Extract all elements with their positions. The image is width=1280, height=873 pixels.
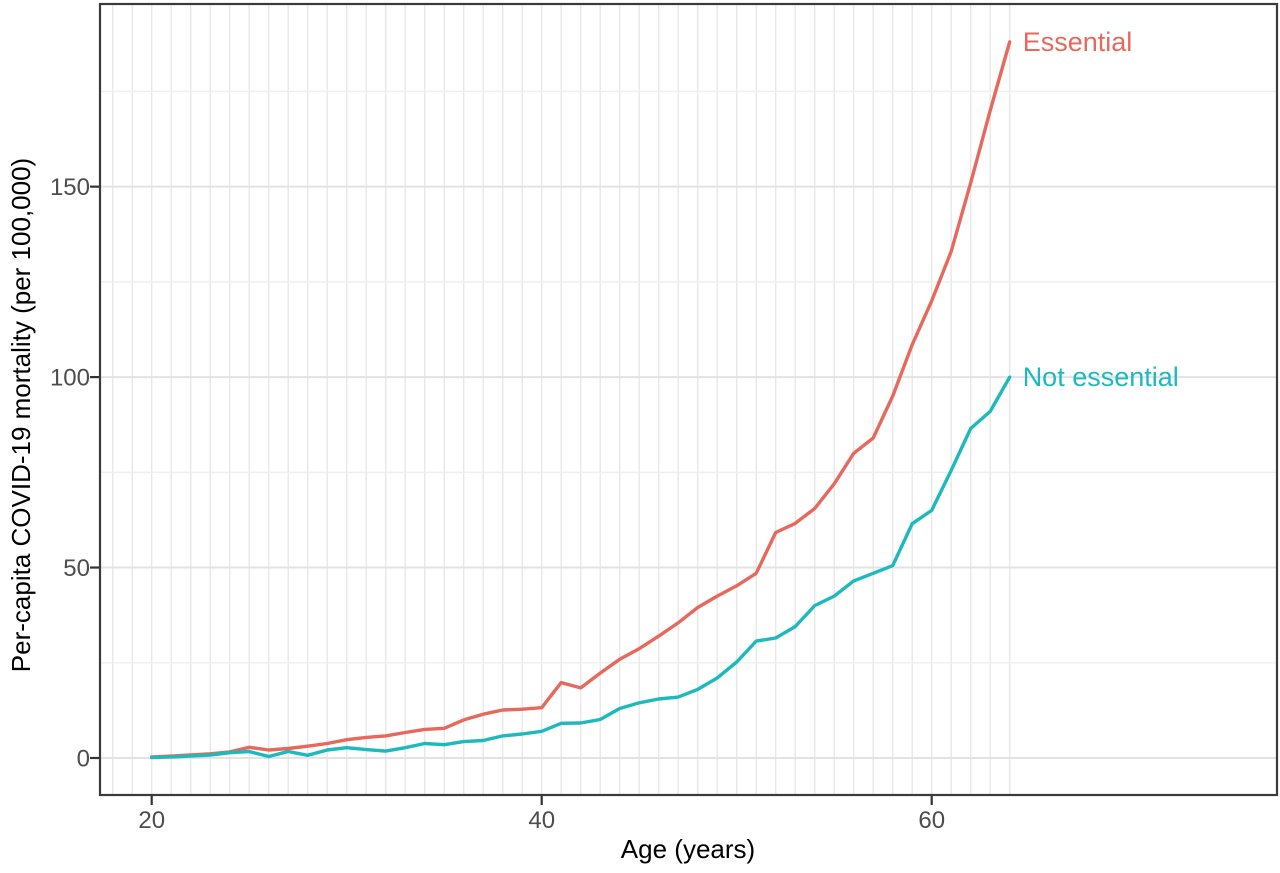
y-axis-title: Per-capita COVID-19 mortality (per 100,0… xyxy=(6,158,36,672)
y-tick-label: 0 xyxy=(77,746,90,773)
x-tick-label: 20 xyxy=(138,807,165,834)
not-essential-line xyxy=(149,375,1012,760)
plot-panel xyxy=(100,4,1277,795)
y-tick-label: 100 xyxy=(50,365,90,392)
series-label-not-essential: Not essential xyxy=(1023,362,1179,392)
horizontal-minor-gridlines xyxy=(100,90,1277,664)
y-tick-label: 50 xyxy=(63,555,90,582)
axis-tick-labels: 20 40 60 0 50 100 150 xyxy=(50,174,945,834)
horizontal-major-gridlines xyxy=(100,185,1277,759)
essential-line xyxy=(149,40,1012,759)
axis-tick-marks xyxy=(90,185,933,805)
x-tick-label: 60 xyxy=(918,807,945,834)
x-axis-title: Age (years) xyxy=(621,834,755,864)
x-tick-label: 40 xyxy=(528,807,555,834)
series-lines xyxy=(149,40,1012,760)
y-tick-label: 150 xyxy=(50,174,90,201)
series-label-essential: Essential xyxy=(1023,27,1133,57)
panel-border xyxy=(98,2,1279,797)
